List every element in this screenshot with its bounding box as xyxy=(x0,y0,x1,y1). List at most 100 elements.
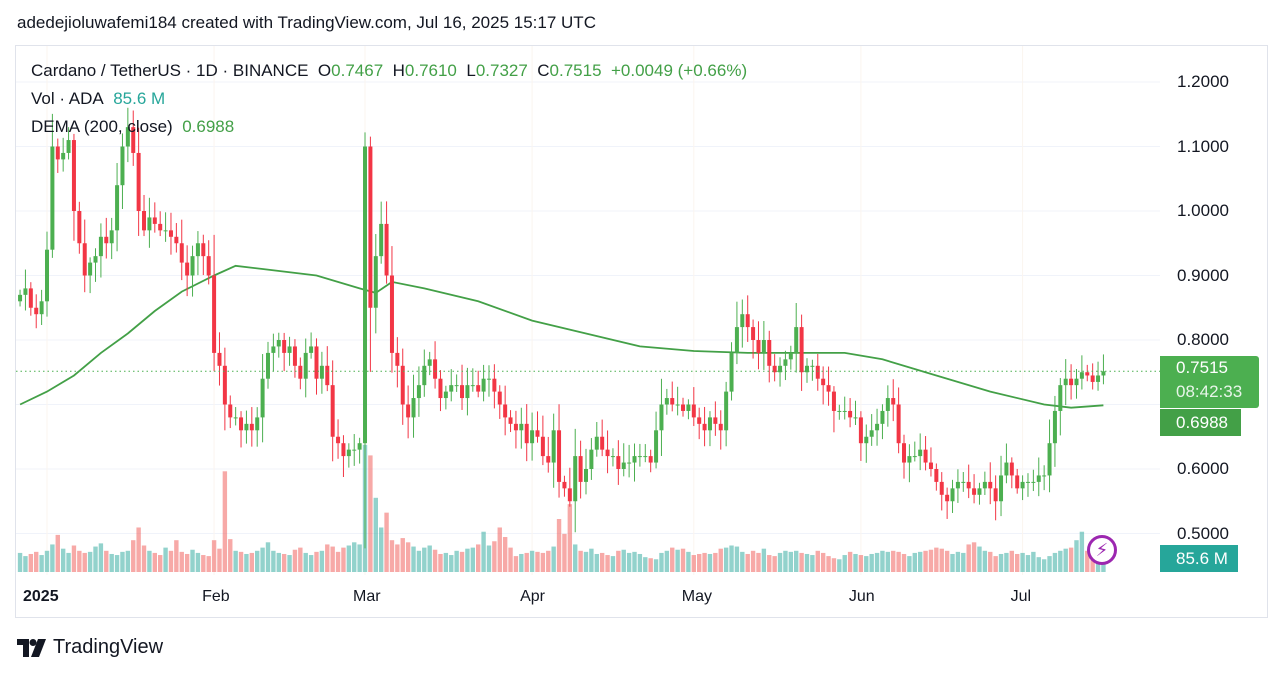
volume-bar xyxy=(794,550,799,572)
volume-bar xyxy=(923,550,928,572)
volume-bar xyxy=(125,550,131,572)
candles xyxy=(18,107,1106,549)
volume-bar xyxy=(729,545,734,572)
candle-body xyxy=(966,481,971,489)
volume-bar xyxy=(810,555,815,572)
volume-bar xyxy=(179,551,184,572)
dema-legend[interactable]: DEMA (200, close) 0.6988 xyxy=(31,117,234,137)
volume-bar xyxy=(740,551,745,572)
candle-body xyxy=(104,236,109,244)
volume-bar xyxy=(34,551,39,572)
time-tick-label: Mar xyxy=(353,588,381,605)
candle-body xyxy=(271,346,276,353)
candle-body xyxy=(88,262,93,276)
volume-bar xyxy=(934,547,939,572)
candle-body xyxy=(217,352,222,366)
volume-bar xyxy=(1068,547,1074,572)
tradingview-logo[interactable]: TradingView xyxy=(17,636,163,659)
candle-body xyxy=(885,398,890,411)
candle-body xyxy=(1047,443,1052,476)
volume-bar xyxy=(303,552,308,572)
volume-bar xyxy=(869,553,874,572)
chart-frame xyxy=(15,45,1268,618)
candle-body xyxy=(912,456,917,458)
candle-body xyxy=(648,456,653,463)
candle-body xyxy=(503,404,508,418)
candle-body xyxy=(513,423,518,431)
volume-bar xyxy=(174,540,179,572)
volume-bar xyxy=(168,550,174,572)
candle-body xyxy=(939,481,944,495)
candle-body xyxy=(422,365,427,386)
candle-body xyxy=(670,398,675,405)
candle-body xyxy=(621,462,626,469)
candle-body xyxy=(98,236,103,257)
volume-legend[interactable]: Vol · ADA 85.6 M xyxy=(31,89,165,109)
candle-body xyxy=(115,185,120,231)
lightning-alert-icon[interactable]: ⚡ xyxy=(1087,535,1117,565)
candle-body xyxy=(988,481,993,489)
candle-body xyxy=(616,456,621,469)
volume-bar xyxy=(578,550,583,572)
candle-body xyxy=(71,140,76,211)
candle-body xyxy=(1074,378,1079,386)
time-tick-label: Jun xyxy=(848,588,875,605)
candle-body xyxy=(233,417,238,419)
volume-bar xyxy=(1101,562,1106,572)
volume-bar xyxy=(702,552,707,572)
volume-bar xyxy=(23,556,28,572)
volume-bar xyxy=(373,497,378,572)
volume-bar xyxy=(546,550,551,572)
volume-bar xyxy=(136,527,141,572)
candle-body xyxy=(702,423,707,431)
volume-bar xyxy=(847,551,853,572)
candle-body xyxy=(1079,372,1084,379)
candle-body xyxy=(18,294,23,302)
volume-bar xyxy=(459,551,465,572)
candle-body xyxy=(740,314,745,328)
volume-bar xyxy=(184,553,190,572)
candle-body xyxy=(842,410,847,412)
candle-body xyxy=(605,449,610,457)
candle-body xyxy=(174,236,179,244)
volume-bar xyxy=(114,555,120,572)
candle-body xyxy=(826,385,831,392)
volume-bar xyxy=(783,550,788,572)
volume-bar xyxy=(750,550,756,572)
candle-body xyxy=(837,410,842,412)
candle-body xyxy=(955,481,960,489)
candle-body xyxy=(567,488,572,502)
candle-body xyxy=(23,288,28,295)
candle-body xyxy=(292,346,297,366)
candle-body xyxy=(659,404,664,431)
candle-body xyxy=(125,127,130,147)
candle-body xyxy=(778,365,783,373)
candle-body xyxy=(557,430,562,482)
volume-bar xyxy=(853,553,858,572)
volume-bar xyxy=(87,551,93,572)
volume-bar xyxy=(238,551,244,572)
volume-bar xyxy=(955,551,961,572)
volume-bar xyxy=(643,557,648,572)
volume-bar xyxy=(93,546,98,572)
candle-body xyxy=(1031,481,1036,483)
volume-bar xyxy=(1031,551,1036,572)
volume-bar xyxy=(502,537,508,572)
symbol-legend[interactable]: Cardano / TetherUS · 1D · BINANCE O0.746… xyxy=(31,61,747,81)
volume-bar xyxy=(341,547,346,572)
volume-bar xyxy=(524,552,529,572)
candle-body xyxy=(287,346,292,353)
bar-countdown: 08:42:33 xyxy=(1176,382,1243,401)
volume-bar xyxy=(573,544,578,572)
candle-body xyxy=(918,449,923,457)
volume-bar xyxy=(400,538,405,572)
volume-bar xyxy=(1015,553,1020,572)
candle-body xyxy=(928,462,933,469)
tradingview-logo-icon xyxy=(17,638,46,657)
open-value: 0.7467 xyxy=(331,61,384,80)
volume-bar xyxy=(599,552,605,572)
candle-body xyxy=(206,256,211,276)
volume-bar xyxy=(271,550,276,572)
volume-bar xyxy=(222,471,228,572)
